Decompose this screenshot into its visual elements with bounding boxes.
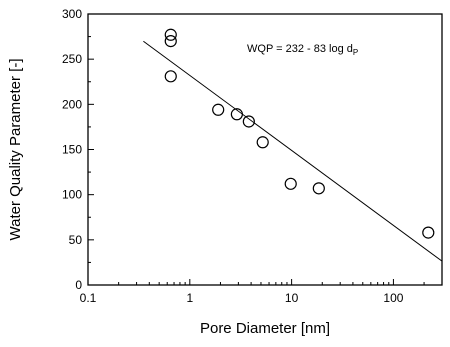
data-point [242,115,255,128]
y-tick-label: 300 [62,7,82,21]
y-tick-label: 50 [69,233,83,247]
tick-labels: 0 50 100 150 200 250 300 0.1 1 10 100 [62,7,404,305]
y-tick-label: 250 [62,52,82,66]
equation-subscript: P [353,48,358,57]
data-points [164,28,435,239]
x-tick-label: 0.1 [80,291,97,305]
minor-ticks [88,36,443,285]
data-point [164,34,177,48]
data-point [284,177,297,190]
x-tick-label: 10 [285,291,299,305]
fit-line [143,40,443,262]
y-tick-label: 150 [62,143,82,157]
x-tick-label: 100 [383,291,403,305]
data-point [312,182,325,195]
plot-frame [87,13,443,286]
equation-text: WQP = 232 - 83 log d [247,43,353,55]
data-point [422,226,435,239]
y-tick-label: 0 [75,278,82,292]
y-tick-label: 200 [62,97,82,111]
x-tick-label: 1 [186,291,193,305]
data-point [164,28,177,41]
data-point [164,70,177,83]
x-axis-label: Pore Diameter [nm] [200,320,330,337]
data-point [256,136,269,149]
data-point [212,103,225,116]
data-point [230,108,243,121]
y-axis-label: Water Quality Parameter [-] [7,59,24,241]
equation-annotation: WQP = 232 - 83 log dP [247,43,358,57]
y-tick-label: 100 [62,188,82,202]
